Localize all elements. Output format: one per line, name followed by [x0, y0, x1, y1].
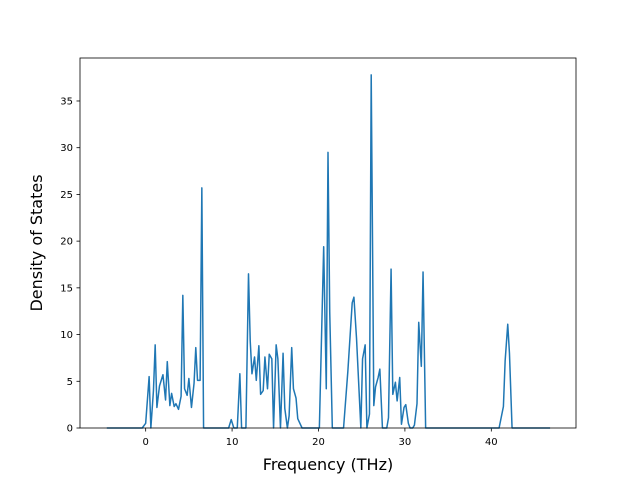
y-tick-label: 5	[67, 377, 73, 388]
x-tick-label: 0	[142, 437, 148, 448]
y-tick-label: 25	[60, 190, 73, 201]
y-axis-label: Density of States	[27, 174, 46, 311]
plot-frame	[79, 57, 577, 429]
x-tick-label: 20	[312, 437, 325, 448]
x-tick-label: 10	[226, 437, 239, 448]
dos-series-line	[106, 74, 551, 429]
y-tick-label: 30	[60, 143, 73, 154]
x-tick-label: 30	[399, 437, 412, 448]
x-axis-label: Frequency (THz)	[263, 455, 393, 474]
y-tick-label: 20	[60, 237, 73, 248]
y-tick-label: 0	[67, 424, 73, 435]
y-tick-label: 10	[60, 330, 73, 341]
y-tick-label: 35	[60, 96, 73, 107]
y-axis: 0 5 10 15 20 25 30 35	[60, 96, 80, 435]
y-tick-label: 15	[60, 283, 73, 294]
x-tick-label: 40	[485, 437, 498, 448]
